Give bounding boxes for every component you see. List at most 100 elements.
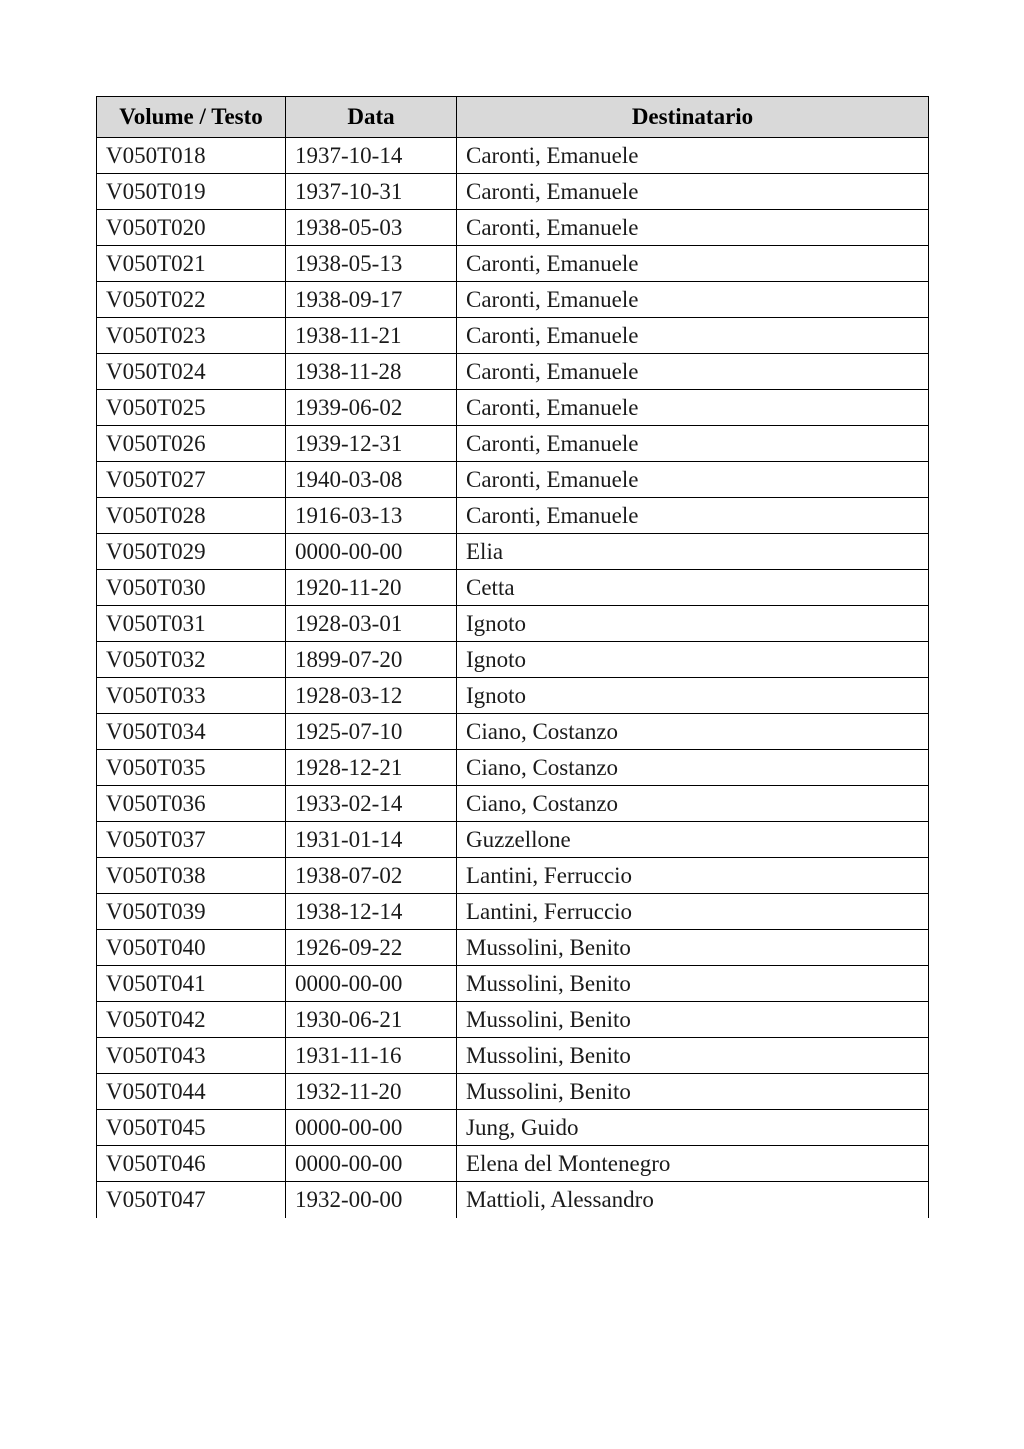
- destinatario-cell: Mattioli, Alessandro: [456, 1181, 929, 1218]
- table-row: V050T028 1916-03-13 Caronti, Emanuele: [96, 497, 929, 534]
- date-cell: 0000-00-00: [285, 1109, 457, 1146]
- records-table: Volume / Testo Data Destinatario V050T01…: [96, 96, 929, 1218]
- table-row: V050T034 1925-07-10 Ciano, Costanzo: [96, 713, 929, 750]
- table-row: V050T032 1899-07-20 Ignoto: [96, 641, 929, 678]
- column-header-volume-testo: Volume / Testo: [96, 96, 286, 138]
- volume-cell: V050T024: [96, 353, 286, 390]
- volume-cell: V050T036: [96, 785, 286, 822]
- table-row: V050T040 1926-09-22 Mussolini, Benito: [96, 929, 929, 966]
- date-cell: 1930-06-21: [285, 1001, 457, 1038]
- destinatario-cell: Elena del Montenegro: [456, 1145, 929, 1182]
- table-row: V050T018 1937-10-14 Caronti, Emanuele: [96, 137, 929, 174]
- volume-cell: V050T026: [96, 425, 286, 462]
- table-row: V050T041 0000-00-00 Mussolini, Benito: [96, 965, 929, 1002]
- date-cell: 1932-00-00: [285, 1181, 457, 1218]
- destinatario-cell: Caronti, Emanuele: [456, 173, 929, 210]
- date-cell: 1933-02-14: [285, 785, 457, 822]
- volume-cell: V050T044: [96, 1073, 286, 1110]
- table-container: Volume / Testo Data Destinatario V050T01…: [96, 96, 930, 1310]
- date-cell: 1928-03-01: [285, 605, 457, 642]
- volume-cell: V050T028: [96, 497, 286, 534]
- date-cell: 1938-05-03: [285, 209, 457, 246]
- volume-cell: V050T034: [96, 713, 286, 750]
- table-row: V050T042 1930-06-21 Mussolini, Benito: [96, 1001, 929, 1038]
- date-cell: 1932-11-20: [285, 1073, 457, 1110]
- volume-cell: V050T031: [96, 605, 286, 642]
- destinatario-cell: Mussolini, Benito: [456, 1073, 929, 1110]
- date-cell: 1925-07-10: [285, 713, 457, 750]
- volume-cell: V050T035: [96, 749, 286, 786]
- table-row: V050T045 0000-00-00 Jung, Guido: [96, 1109, 929, 1146]
- table-row: V050T047 1932-00-00 Mattioli, Alessandro: [96, 1181, 929, 1218]
- destinatario-cell: Jung, Guido: [456, 1109, 929, 1146]
- volume-cell: V050T032: [96, 641, 286, 678]
- volume-cell: V050T021: [96, 245, 286, 282]
- table-row: V050T021 1938-05-13 Caronti, Emanuele: [96, 245, 929, 282]
- table-row: V050T046 0000-00-00 Elena del Montenegro: [96, 1145, 929, 1182]
- volume-cell: V050T045: [96, 1109, 286, 1146]
- destinatario-cell: Guzzellone: [456, 821, 929, 858]
- destinatario-cell: Caronti, Emanuele: [456, 281, 929, 318]
- destinatario-cell: Lantini, Ferruccio: [456, 857, 929, 894]
- date-cell: 1928-12-21: [285, 749, 457, 786]
- date-cell: 1937-10-31: [285, 173, 457, 210]
- date-cell: 1938-09-17: [285, 281, 457, 318]
- table-row: V050T019 1937-10-31 Caronti, Emanuele: [96, 173, 929, 210]
- table-row: V050T029 0000-00-00 Elia: [96, 533, 929, 570]
- destinatario-cell: Ciano, Costanzo: [456, 785, 929, 822]
- volume-cell: V050T047: [96, 1181, 286, 1218]
- table-row: V050T030 1920-11-20 Cetta: [96, 569, 929, 606]
- destinatario-cell: Ciano, Costanzo: [456, 713, 929, 750]
- date-cell: 1926-09-22: [285, 929, 457, 966]
- date-cell: 1938-05-13: [285, 245, 457, 282]
- date-cell: 1931-11-16: [285, 1037, 457, 1074]
- date-cell: 1916-03-13: [285, 497, 457, 534]
- destinatario-cell: Caronti, Emanuele: [456, 497, 929, 534]
- date-cell: 1939-12-31: [285, 425, 457, 462]
- destinatario-cell: Caronti, Emanuele: [456, 461, 929, 498]
- volume-cell: V050T018: [96, 137, 286, 174]
- table-row: V050T024 1938-11-28 Caronti, Emanuele: [96, 353, 929, 390]
- destinatario-cell: Cetta: [456, 569, 929, 606]
- table-row: V050T038 1938-07-02 Lantini, Ferruccio: [96, 857, 929, 894]
- date-cell: 0000-00-00: [285, 965, 457, 1002]
- destinatario-cell: Ignoto: [456, 605, 929, 642]
- table-row: V050T027 1940-03-08 Caronti, Emanuele: [96, 461, 929, 498]
- volume-cell: V050T041: [96, 965, 286, 1002]
- date-cell: 1938-11-21: [285, 317, 457, 354]
- volume-cell: V050T039: [96, 893, 286, 930]
- destinatario-cell: Caronti, Emanuele: [456, 389, 929, 426]
- table-row: V050T039 1938-12-14 Lantini, Ferruccio: [96, 893, 929, 930]
- destinatario-cell: Ignoto: [456, 641, 929, 678]
- destinatario-cell: Mussolini, Benito: [456, 929, 929, 966]
- column-header-data: Data: [285, 96, 457, 138]
- table-row: V050T026 1939-12-31 Caronti, Emanuele: [96, 425, 929, 462]
- destinatario-cell: Lantini, Ferruccio: [456, 893, 929, 930]
- date-cell: 1940-03-08: [285, 461, 457, 498]
- volume-cell: V050T043: [96, 1037, 286, 1074]
- table-row: V050T036 1933-02-14 Ciano, Costanzo: [96, 785, 929, 822]
- date-cell: 0000-00-00: [285, 533, 457, 570]
- destinatario-cell: Ciano, Costanzo: [456, 749, 929, 786]
- volume-cell: V050T022: [96, 281, 286, 318]
- volume-cell: V050T038: [96, 857, 286, 894]
- table-row: V050T023 1938-11-21 Caronti, Emanuele: [96, 317, 929, 354]
- volume-cell: V050T046: [96, 1145, 286, 1182]
- date-cell: 1938-12-14: [285, 893, 457, 930]
- destinatario-cell: Mussolini, Benito: [456, 965, 929, 1002]
- volume-cell: V050T042: [96, 1001, 286, 1038]
- volume-cell: V050T029: [96, 533, 286, 570]
- destinatario-cell: Caronti, Emanuele: [456, 317, 929, 354]
- volume-cell: V050T025: [96, 389, 286, 426]
- table-row: V050T044 1932-11-20 Mussolini, Benito: [96, 1073, 929, 1110]
- destinatario-cell: Mussolini, Benito: [456, 1037, 929, 1074]
- volume-cell: V050T033: [96, 677, 286, 714]
- table-row: V050T033 1928-03-12 Ignoto: [96, 677, 929, 714]
- destinatario-cell: Caronti, Emanuele: [456, 425, 929, 462]
- volume-cell: V050T023: [96, 317, 286, 354]
- table-row: V050T043 1931-11-16 Mussolini, Benito: [96, 1037, 929, 1074]
- destinatario-cell: Caronti, Emanuele: [456, 137, 929, 174]
- table-row: V050T022 1938-09-17 Caronti, Emanuele: [96, 281, 929, 318]
- date-cell: 1938-11-28: [285, 353, 457, 390]
- destinatario-cell: Elia: [456, 533, 929, 570]
